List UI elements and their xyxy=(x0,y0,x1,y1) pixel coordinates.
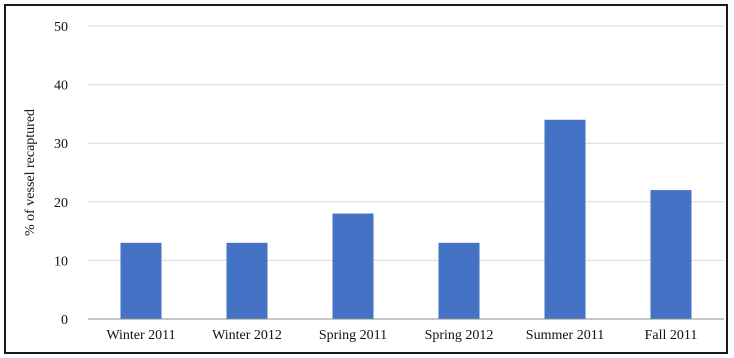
bars xyxy=(120,119,692,319)
bar xyxy=(226,242,268,319)
y-axis-title: % of vessel recaptured xyxy=(23,109,38,236)
bar xyxy=(120,242,162,319)
y-tick-label: 40 xyxy=(54,79,68,94)
x-tick-label: Spring 2012 xyxy=(425,328,494,343)
x-tick-label: Spring 2011 xyxy=(319,328,387,343)
y-tick-label: 30 xyxy=(54,137,68,152)
bar xyxy=(544,119,586,319)
x-tick-label: Winter 2011 xyxy=(106,328,175,343)
y-tick-label: 50 xyxy=(54,20,68,35)
bar xyxy=(332,213,374,319)
bar xyxy=(650,190,692,319)
x-tick-label: Fall 2011 xyxy=(645,328,698,343)
y-tick-label: 10 xyxy=(54,254,68,269)
gridlines xyxy=(88,25,724,261)
y-tick-labels: 0 10 20 30 40 50 xyxy=(54,20,68,328)
y-tick-label: 0 xyxy=(61,313,68,328)
x-tick-label: Winter 2012 xyxy=(212,328,282,343)
y-tick-label: 20 xyxy=(54,196,68,211)
bar xyxy=(438,242,480,319)
x-tick-labels: Winter 2011 Winter 2012 Spring 2011 Spring … xyxy=(106,328,697,343)
x-tick-label: Summer 2011 xyxy=(526,328,604,343)
